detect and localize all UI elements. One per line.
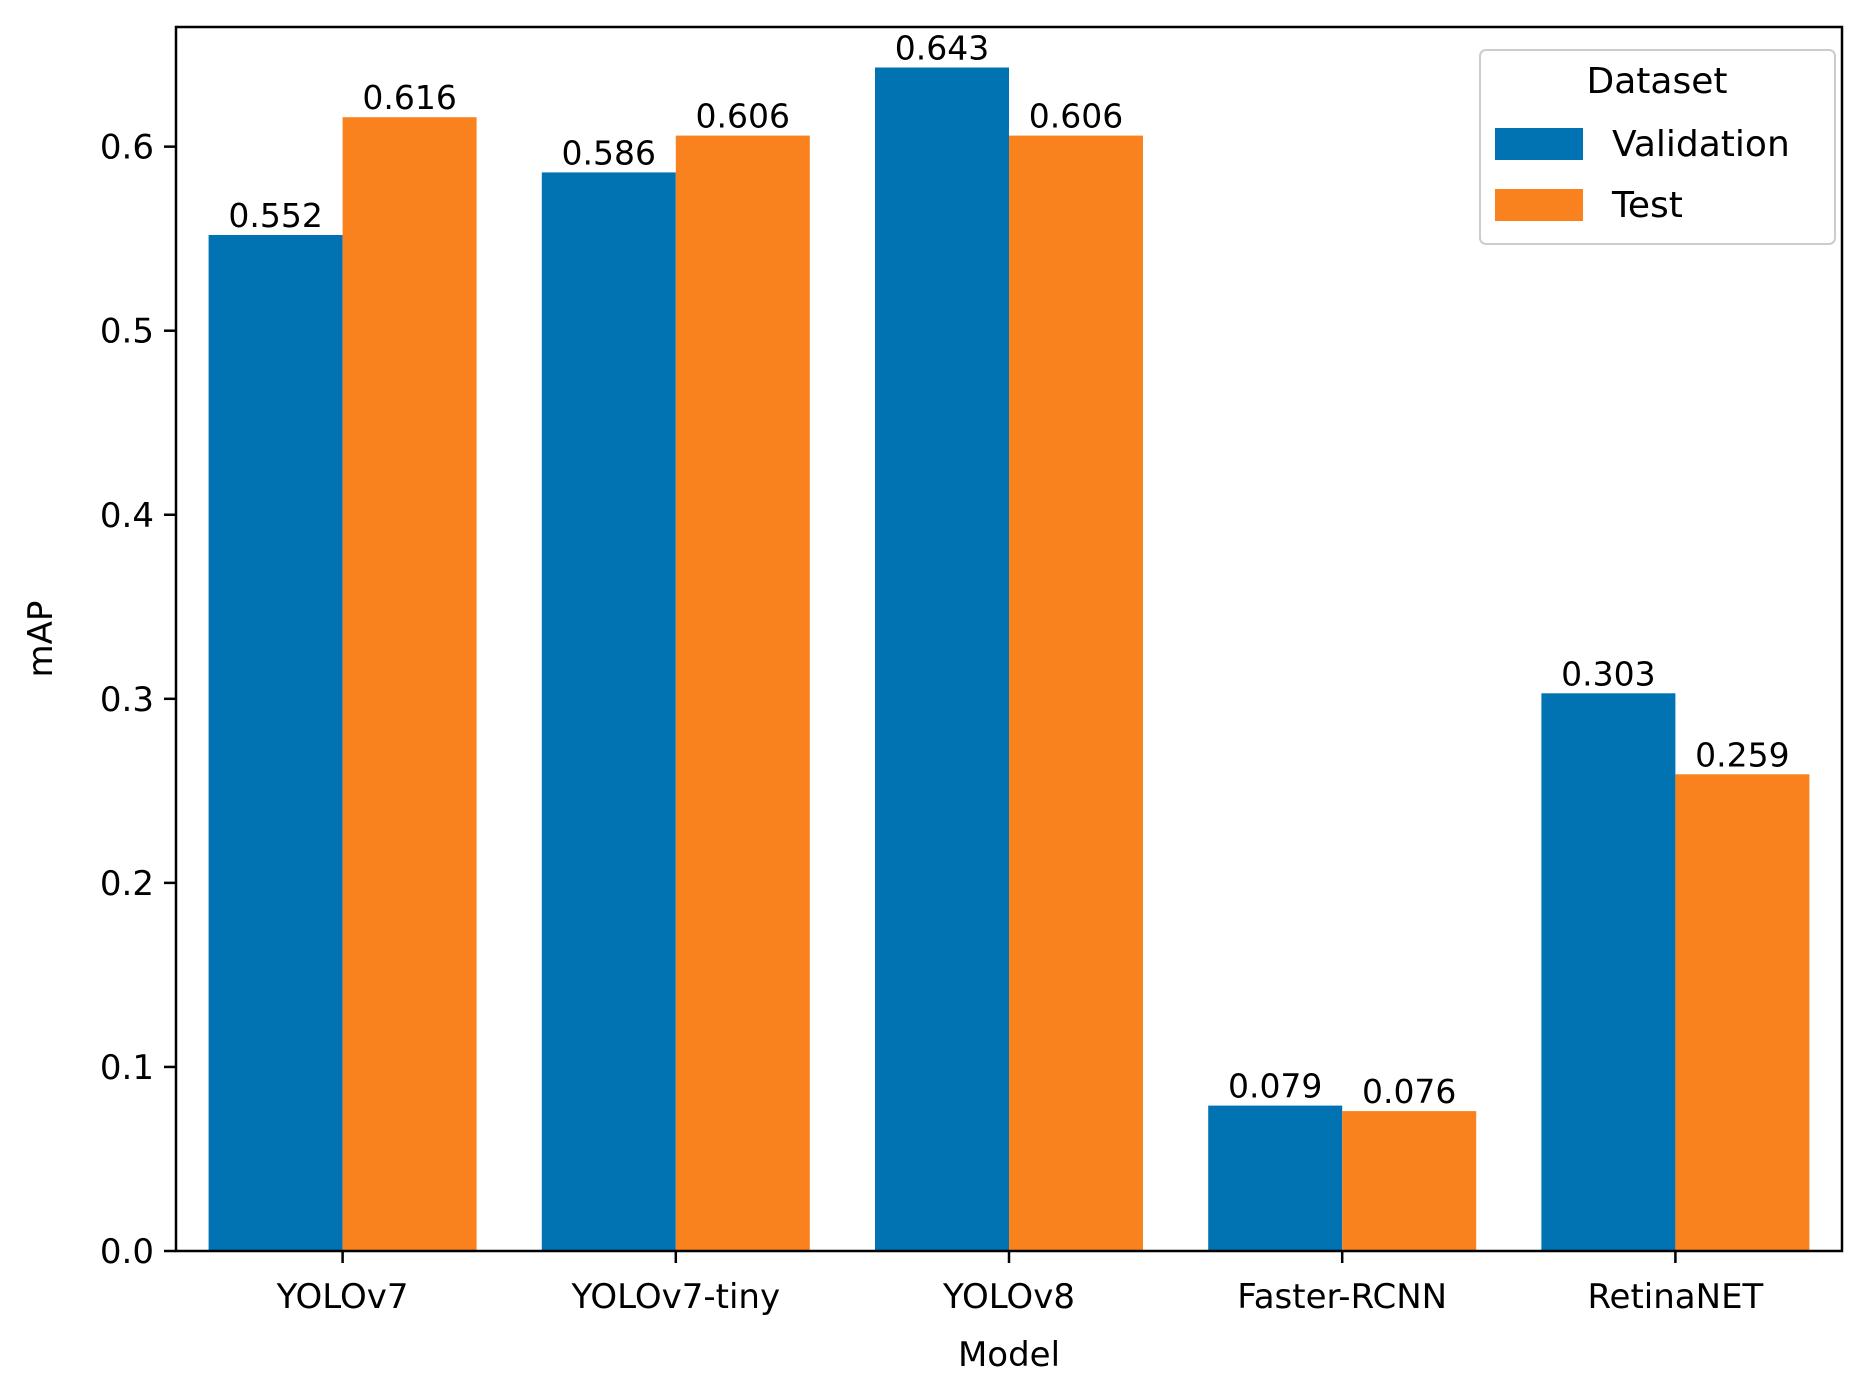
y-tick-label: 0.6 [100, 128, 154, 168]
legend: Dataset Validation Test [1479, 49, 1836, 245]
bar-yolov8-validation [875, 67, 1009, 1251]
x-axis: YOLOv7 YOLOv7-tiny YOLOv8 Faster-RCNN Retina… [276, 1251, 1764, 1317]
x-tick-label-yolov7: YOLOv7 [276, 1277, 409, 1317]
bar-label-yolov8-validation: 0.643 [895, 28, 989, 67]
bar-label-yolov7-tiny-validation: 0.586 [562, 133, 656, 172]
bar-yolov7-tiny-test [675, 135, 810, 1252]
y-tick-label: 0.2 [100, 864, 154, 904]
bar-yolov7-tiny-validation [541, 172, 676, 1252]
bar-label-retinanet-test: 0.259 [1695, 735, 1789, 774]
legend-swatch-validation [1495, 128, 1583, 160]
bar-faster-rcnn-test [1342, 1111, 1477, 1251]
legend-swatch-test [1495, 189, 1583, 221]
y-tick-label: 0.4 [100, 496, 154, 536]
x-tick-label-yolov7-tiny: YOLOv7-tiny [570, 1277, 780, 1317]
y-axis-label: mAP [21, 601, 61, 678]
bar-label-yolov7-validation: 0.552 [228, 196, 322, 235]
y-axis: 0.0 0.1 0.2 0.3 0.4 0.5 0.6 [100, 128, 176, 1272]
legend-label-validation: Validation [1612, 124, 1790, 165]
y-tick-label: 0.5 [100, 312, 154, 352]
bar-faster-rcnn-validation [1208, 1105, 1343, 1251]
bar-retinanet-validation [1541, 693, 1676, 1251]
bar-yolov7-validation [208, 234, 343, 1251]
y-tick-label: 0.0 [100, 1232, 154, 1272]
bar-label-yolov7-test: 0.616 [362, 78, 456, 117]
bar-retinanet-test [1675, 774, 1810, 1251]
x-tick-label-retinanet: RetinaNET [1587, 1277, 1763, 1317]
bar-yolov8-test [1009, 135, 1143, 1252]
bar-label-faster-rcnn-test: 0.076 [1362, 1072, 1456, 1111]
legend-title: Dataset [1587, 61, 1728, 102]
bars-group [208, 67, 1810, 1252]
bar-label-yolov8-test: 0.606 [1029, 97, 1123, 136]
bar-label-faster-rcnn-validation: 0.079 [1228, 1067, 1322, 1106]
x-tick-label-yolov8: YOLOv8 [942, 1277, 1075, 1317]
bar-label-retinanet-validation: 0.303 [1561, 654, 1655, 693]
bar-yolov7-test [342, 117, 477, 1252]
bar-labels-group: 0.552 0.616 0.586 0.606 0.643 0.606 0.079 0.076… [228, 28, 1789, 1111]
x-axis-label: Model [958, 1335, 1060, 1375]
y-tick-label: 0.1 [100, 1048, 154, 1088]
x-tick-label-faster-rcnn: Faster-RCNN [1237, 1277, 1447, 1317]
legend-label-test: Test [1611, 185, 1683, 226]
y-tick-label: 0.3 [100, 680, 154, 720]
bar-label-yolov7-tiny-test: 0.606 [696, 97, 790, 136]
